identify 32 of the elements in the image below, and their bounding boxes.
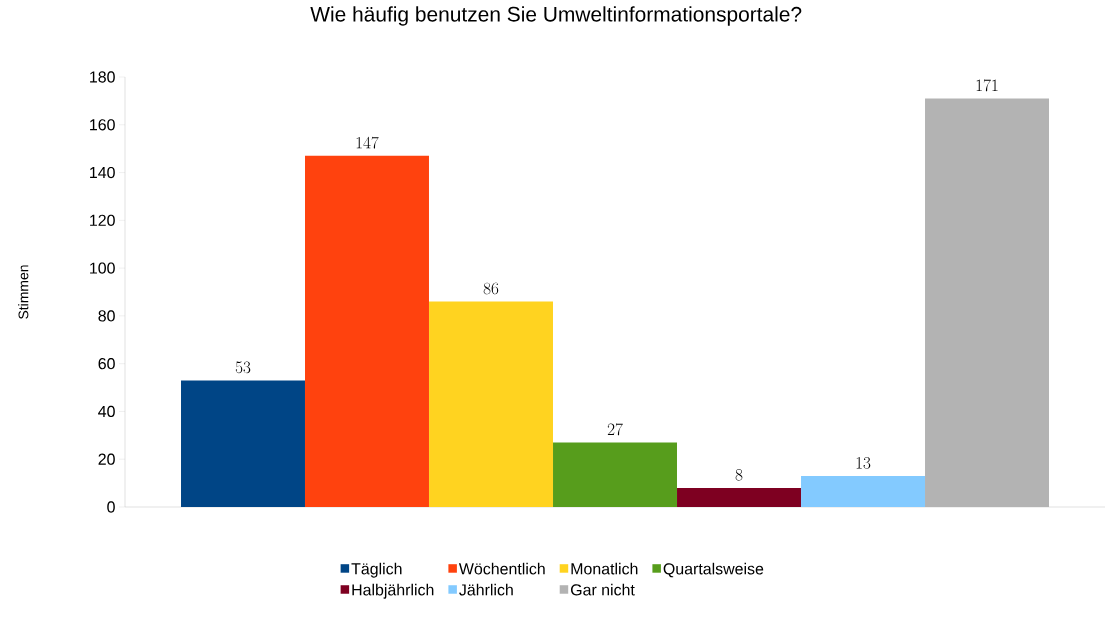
legend-label: Halbjährlich — [352, 583, 434, 599]
bar — [429, 301, 553, 507]
bar — [305, 155, 429, 507]
y-tick-label: 120 — [90, 214, 115, 226]
legend-label: Gar nicht — [571, 583, 635, 596]
y-tick-label: 80 — [98, 310, 115, 322]
y-tick-label: 160 — [90, 119, 115, 131]
data-label: 171 — [976, 79, 998, 92]
chart-title: Wie häufig benutzen Sie Umweltinformationsportale? — [310, 6, 802, 26]
legend-label: Täglich — [351, 562, 402, 578]
data-label: 53 — [235, 361, 251, 374]
data-label: 86 — [483, 282, 499, 295]
bar — [553, 442, 677, 507]
y-tick-label: 60 — [98, 358, 115, 370]
data-label: 13 — [856, 457, 871, 469]
y-tick-label: 140 — [90, 166, 115, 179]
y-axis-title: Stimmen — [18, 265, 29, 319]
data-label: 8 — [735, 468, 743, 481]
y-tick-label: 40 — [98, 405, 115, 418]
y-tick-label: 100 — [90, 262, 115, 274]
y-tick-label: 0 — [107, 501, 115, 513]
legend-label: Quartalsweise — [663, 562, 764, 578]
bar — [801, 475, 925, 507]
legend-label: Jährlich — [459, 583, 513, 596]
legend-label: Monatlich — [571, 562, 638, 575]
legend-label: Wöchentlich — [458, 562, 545, 575]
data-label: 147 — [356, 136, 379, 149]
data-label: 27 — [607, 423, 623, 436]
y-tick-label: 20 — [98, 453, 115, 465]
bar — [677, 487, 801, 507]
y-tick-label: 180 — [90, 71, 115, 83]
bar — [181, 380, 305, 507]
